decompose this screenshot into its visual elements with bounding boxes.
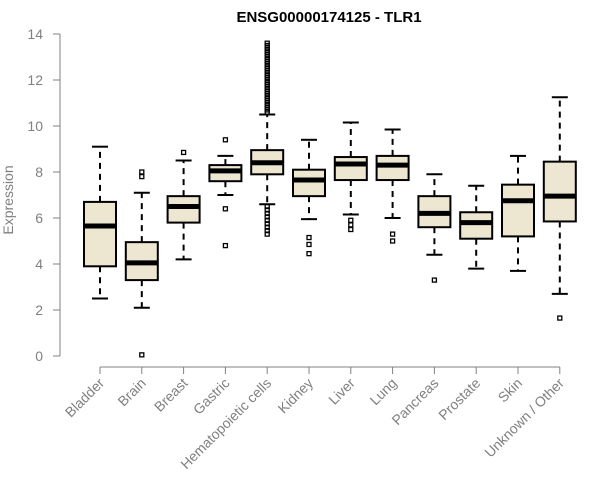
y-tick-label: 2 [35,302,43,318]
box-pancreas [417,173,452,283]
outlier-point [222,137,229,143]
iqr-box [501,183,535,238]
y-tick-label: 14 [27,26,43,42]
box-skin [501,154,535,272]
x-tick-label: Bladder [62,375,108,421]
outlier-point [389,231,396,237]
x-tick-label: Breast [151,375,191,415]
box-unknown-other [542,96,577,321]
outlier-point [222,206,229,212]
iqr-box [375,154,410,182]
outlier-point [348,226,354,233]
box-brain [124,169,159,358]
box-prostate [459,184,494,270]
outlier-point [180,149,187,156]
box-lung [375,128,410,244]
y-axis-title: Expression [0,165,16,234]
outlier-point [139,169,145,175]
boxes [83,40,577,358]
box-breast [166,149,201,261]
outlier-point [306,241,312,248]
outlier-point [389,238,396,244]
y-tick-label: 12 [27,72,43,88]
box-kidney [292,138,326,257]
iqr-box [83,200,117,268]
iqr-box [166,195,201,224]
iqr-box [459,211,494,240]
chart-title: ENSG00000174125 - TLR1 [236,9,421,26]
box-liver [333,121,368,233]
outlier-point [264,40,270,46]
outlier-point [222,242,229,249]
iqr-box [292,168,326,198]
x-tick-label: Brain [114,375,148,409]
box-bladder [83,145,117,300]
iqr-box [542,160,577,223]
outlier-point [431,277,438,283]
outlier-point [139,352,145,358]
outlier-point [306,234,312,241]
iqr-box [333,156,368,182]
y-tick-label: 10 [27,118,43,134]
box-gastric [208,137,243,249]
x-tick-label: Kidney [275,375,317,417]
outlier-point [348,222,354,228]
outlier-point [139,173,145,180]
x-tick-label: Prostate [435,375,483,423]
y-tick-label: 6 [35,210,43,226]
outlier-point [557,315,563,321]
outlier-point [264,203,270,210]
x-tick-label: Liver [325,375,358,408]
outlier-point [348,217,354,223]
x-tick-label: Skin [495,375,526,406]
y-tick-label: 0 [35,348,43,364]
x-tick-label: Lung [366,375,399,408]
x-tick-label: Unknown / Other [481,375,567,461]
y-tick-label: 4 [35,256,43,272]
y-tick-label: 8 [35,164,43,180]
outlier-point [306,250,312,257]
box-hematopoietic-cells [250,40,285,237]
